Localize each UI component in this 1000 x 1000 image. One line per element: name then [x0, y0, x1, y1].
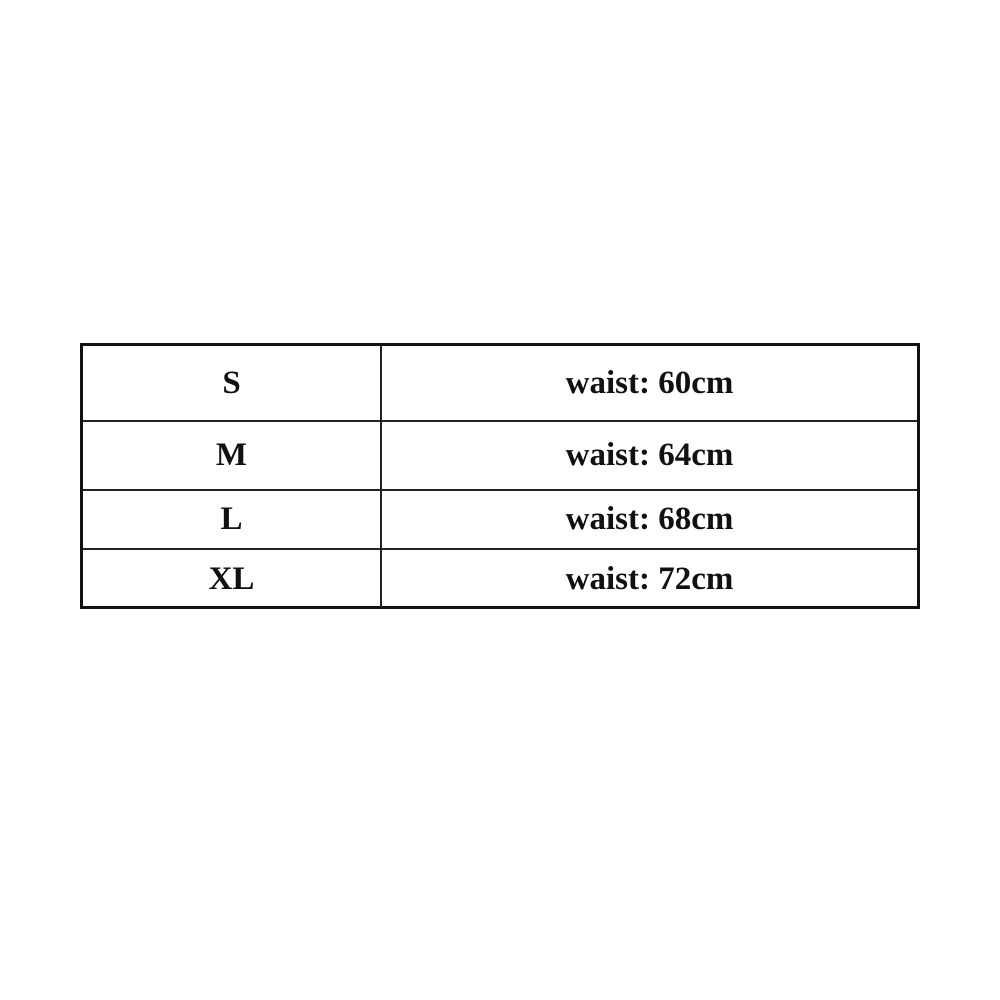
size-cell: L: [220, 501, 243, 537]
size-table: S waist: 60cm M waist: 64cm L waist: 68c…: [80, 343, 920, 609]
table-row: XL waist: 72cm: [83, 548, 917, 608]
measurement-cell: waist: 72cm: [380, 550, 917, 608]
measurement-cell: waist: 60cm: [380, 346, 917, 420]
measurement-cell: waist: 68cm: [380, 491, 917, 548]
table-row: S waist: 60cm: [83, 346, 917, 420]
size-cell: XL: [208, 560, 255, 597]
measurement-cell: waist: 64cm: [380, 422, 917, 489]
table-row: L waist: 68cm: [83, 489, 917, 548]
size-cell: S: [222, 364, 241, 401]
table-row: M waist: 64cm: [83, 420, 917, 489]
size-cell: M: [215, 437, 248, 473]
